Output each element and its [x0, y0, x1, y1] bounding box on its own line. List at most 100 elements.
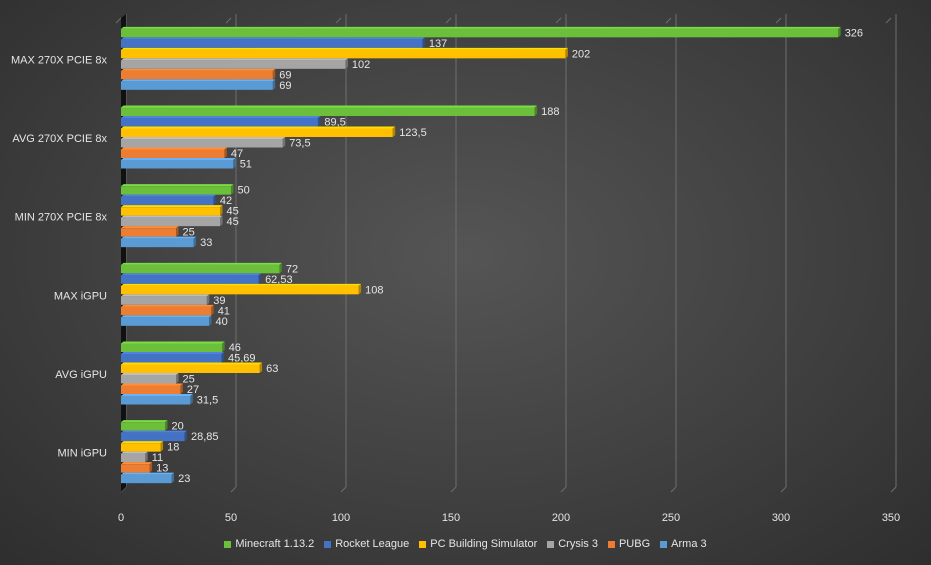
bar	[121, 149, 225, 158]
legend-item: Arma 3	[660, 538, 707, 550]
gridline	[450, 486, 457, 493]
legend-item: Crysis 3	[547, 538, 598, 550]
bar	[121, 186, 231, 195]
x-tick-label: 300	[772, 512, 790, 524]
bar	[121, 107, 535, 116]
bar-side	[279, 262, 282, 274]
data-label: 72	[286, 263, 298, 275]
data-label: 69	[279, 69, 291, 81]
data-label: 73,5	[289, 138, 310, 150]
bar-top	[121, 373, 179, 375]
bar-side	[838, 26, 841, 38]
bar-side	[422, 37, 425, 48]
x-tick-label: 150	[442, 512, 460, 524]
bar	[121, 385, 181, 394]
data-label: 39	[213, 295, 225, 307]
bar-top	[121, 116, 321, 118]
bar	[121, 296, 207, 305]
x-tick-label: 350	[882, 512, 900, 524]
bar	[121, 343, 223, 352]
gridline	[335, 17, 342, 24]
data-label: 137	[429, 38, 447, 50]
bar-top	[121, 226, 179, 229]
data-label: 123,5	[399, 127, 427, 139]
bar-side	[233, 158, 236, 169]
x-tick-label: 50	[225, 512, 237, 524]
legend-swatch	[224, 540, 232, 548]
bar	[121, 228, 176, 237]
legend-item: PC Building Simulator	[419, 538, 537, 550]
gridline	[780, 486, 787, 493]
bar	[121, 160, 234, 169]
data-label: 25	[183, 227, 195, 239]
legend-item: Rocket League	[324, 538, 409, 550]
bar-top	[121, 341, 225, 344]
data-label: 33	[200, 237, 212, 249]
bar-top	[121, 420, 168, 423]
data-label: 20	[172, 421, 184, 433]
gridline	[115, 17, 122, 24]
x-tick-label: 0	[118, 512, 124, 524]
bar-side	[213, 194, 216, 206]
data-label: 326	[845, 27, 863, 39]
category-label: MIN 270X PCIE 8x	[15, 212, 108, 224]
bar-side	[358, 283, 362, 295]
bar-side	[231, 184, 234, 195]
bar-top	[121, 105, 538, 108]
category-label: MIN iGPU	[58, 448, 108, 460]
bar	[121, 217, 220, 227]
bar	[121, 364, 260, 373]
data-label: 25	[183, 374, 195, 386]
bar-side	[392, 126, 396, 137]
gridline	[775, 17, 782, 24]
x-tick-label: 250	[662, 512, 680, 524]
bar-top	[121, 58, 348, 61]
bar	[121, 306, 212, 316]
bar-top	[121, 352, 225, 354]
legend-swatch	[547, 540, 555, 548]
legend-label: Rocket League	[335, 538, 410, 550]
gridline	[225, 17, 232, 24]
bar-top	[121, 262, 282, 265]
bar-top	[121, 147, 227, 150]
data-label: 47	[231, 148, 243, 160]
legend-label: Arma 3	[671, 538, 707, 550]
bar	[121, 207, 220, 216]
bar	[121, 432, 185, 442]
bar-side	[259, 362, 263, 373]
bar-side	[176, 226, 179, 237]
bar-side	[222, 341, 225, 352]
bar	[121, 264, 280, 274]
data-label: 11	[152, 452, 163, 464]
bar-side	[282, 137, 286, 148]
legend-label: PUBG	[618, 538, 651, 550]
bar-top	[121, 283, 362, 286]
data-label: 23	[178, 473, 190, 485]
bar-top	[121, 26, 841, 29]
bar	[121, 275, 259, 284]
bar-top	[121, 194, 216, 197]
data-label: 13	[156, 463, 168, 475]
category-label: MAX iGPU	[54, 290, 107, 302]
bar-side	[272, 79, 276, 90]
bar-top	[121, 273, 262, 276]
data-label: 102	[352, 59, 370, 71]
bar-top	[121, 362, 263, 365]
bar-top	[121, 68, 276, 71]
bar-top	[121, 158, 236, 160]
gridline	[670, 486, 677, 493]
bar-top	[121, 126, 396, 129]
bar	[121, 60, 346, 69]
data-label: 31,5	[197, 395, 218, 407]
data-label: 42	[220, 195, 232, 207]
bar-top	[121, 304, 214, 307]
bar-side	[160, 441, 164, 452]
bar	[121, 139, 283, 148]
bar-top	[121, 441, 164, 444]
data-label: 45,69	[228, 353, 256, 365]
bar-top	[121, 472, 175, 475]
bar	[121, 464, 150, 473]
bar-side	[193, 236, 197, 248]
gridline	[560, 486, 567, 493]
data-label: 89,5	[324, 117, 345, 129]
